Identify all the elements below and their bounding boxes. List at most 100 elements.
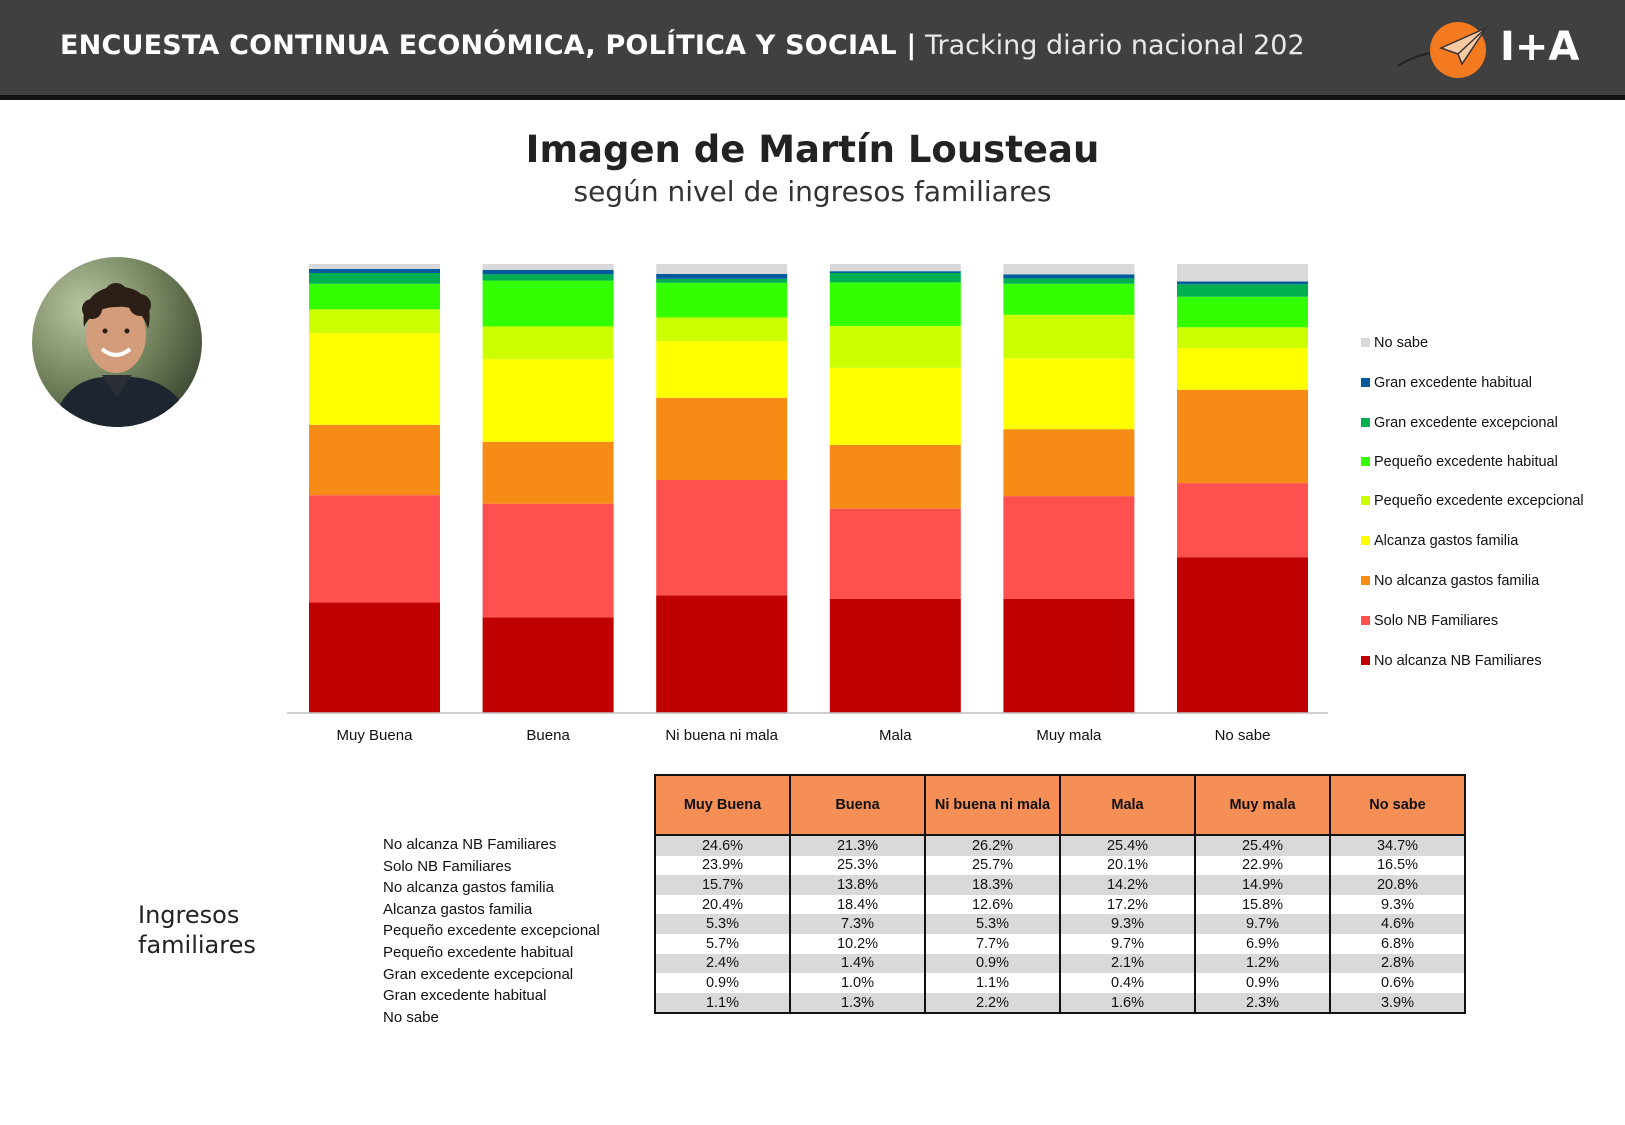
bar-segment [482,359,614,442]
bar-segment [482,280,614,327]
bar-segment [1177,389,1308,484]
table-cell: 20.4% [654,894,791,915]
table-cell: 0.9% [924,953,1061,974]
table-cell: 6.9% [1194,933,1331,954]
table-cell: 1.1% [654,992,791,1015]
table-header-cell: Mala [1059,774,1196,836]
bar-segment [1177,557,1308,713]
bar-segment [309,264,440,269]
bar-segment [309,602,440,713]
table-cell: 6.8% [1329,933,1466,954]
bar-segment [1177,264,1308,282]
table-row: 15.7% 13.8% 18.3% 14.2% 14.9% 20.8% [654,875,1466,895]
bar-segment [482,269,614,275]
header-bar: ENCUESTA CONTINUA ECONÓMICA, POLÍTICA Y … [0,0,1625,100]
survey-title-bold: ENCUESTA CONTINUA ECONÓMICA, POLÍTICA Y … [60,30,917,61]
bar-segment [482,617,614,713]
table-cell: 5.3% [924,914,1061,934]
bar-segment [1003,496,1135,599]
legend-label: Pequeño excedente habitual [1374,454,1558,470]
table-cell: 7.7% [924,933,1061,954]
x-tick-label: No sabe [1215,727,1271,744]
bar-segment [656,282,788,318]
bar-segment [656,317,788,342]
bar-segment [1177,327,1308,348]
table-cell: 2.8% [1329,953,1466,974]
bar-segment [309,268,440,273]
table-row: 1.1% 1.3% 2.2% 1.6% 2.3% 3.9% [654,992,1466,1015]
x-tick-labels: Muy Buena Buena Ni buena ni mala Mala Muy ma… [337,727,1271,744]
x-tick-label: Buena [526,727,570,744]
table-cell: 13.8% [789,875,926,895]
bar-segment [656,264,788,274]
table-cell: 14.9% [1194,875,1331,895]
table-cell: 15.8% [1194,894,1331,915]
table-cell: 25.4% [1059,835,1196,856]
bar-segment [1177,483,1308,558]
table-row-label: Solo NB Familiares [383,857,512,875]
bar-segment [656,479,788,596]
legend-swatch [1361,616,1370,625]
x-tick-label: Mala [879,727,912,744]
bar-segment [829,444,961,509]
table-cell: 34.7% [1329,835,1466,856]
table-cell: 20.1% [1059,855,1196,876]
bar-segment [829,282,961,326]
bar-segment [829,508,961,599]
bar-segment [309,309,440,334]
table-cell: 0.6% [1329,973,1466,993]
table-cell: 24.6% [654,835,791,856]
survey-title-subtitle: Tracking diario nacional 202 [924,30,1305,61]
bar-segment [482,264,614,270]
bar-segment [482,441,614,504]
bar-segment [829,598,961,713]
table-cell: 10.2% [789,933,926,954]
bar-segment [482,274,614,281]
table-header-cell: No sabe [1329,774,1466,836]
legend-swatch [1361,496,1370,505]
bar-segment [309,424,440,496]
table-header-cell: Buena [789,774,926,836]
table-row-label: Alcanza gastos familia [383,900,533,918]
bar-segment [656,278,788,283]
x-tick-label: Muy Buena [337,727,414,744]
bar-segment [1003,278,1135,284]
bar-segment [829,264,961,272]
bar-segment [656,273,788,279]
paper-plane-logo-icon [1397,22,1489,78]
bar-segment [829,325,961,368]
table-row-label: Pequeño excedente excepcional [383,922,600,940]
table-cell: 25.4% [1194,835,1331,856]
table-cell: 9.3% [1329,894,1466,915]
survey-title: ENCUESTA CONTINUA ECONÓMICA, POLÍTICA Y … [60,30,1305,61]
table-header-row: Muy Buena Buena Ni buena ni mala Mala Muy ma… [654,774,1466,836]
table-cell: 15.7% [654,875,791,895]
bar-segment [482,326,614,360]
table-row-label: Gran excedente excepcional [383,965,574,983]
bar-segment [309,495,440,603]
table-cell: 20.8% [1329,875,1466,895]
bar-segment [829,367,961,445]
legend-label: No sabe [1374,335,1429,351]
bar-segment [1003,598,1135,713]
table-cell: 14.2% [1059,875,1196,895]
table-cell: 12.6% [924,894,1061,915]
table-row-labels: No alcanza NB Familiares Solo NB Familiar… [383,834,600,1028]
table-cell: 21.3% [789,835,926,856]
table-header-cell: Muy mala [1194,774,1331,836]
table-cell: 25.7% [924,855,1061,876]
legend-swatch [1361,338,1370,347]
legend-label: Gran excedente excepcional [1374,415,1558,431]
table-cell: 17.2% [1059,894,1196,915]
table-cell: 1.0% [789,973,926,993]
table-cell: 9.7% [1059,933,1196,954]
chart-subtitle: según nivel de ingresos familiares [573,175,1052,208]
table-cell: 1.6% [1059,992,1196,1015]
table-header-cell: Ni buena ni mala [924,774,1061,836]
bar-segment [656,595,788,713]
avatar [32,257,202,427]
bar-segment [1003,283,1135,315]
bar-segment [1177,296,1308,328]
x-tick-label: Muy mala [1036,727,1102,744]
table-row: 5.3% 7.3% 5.3% 9.3% 9.7% 4.6% [654,914,1466,934]
